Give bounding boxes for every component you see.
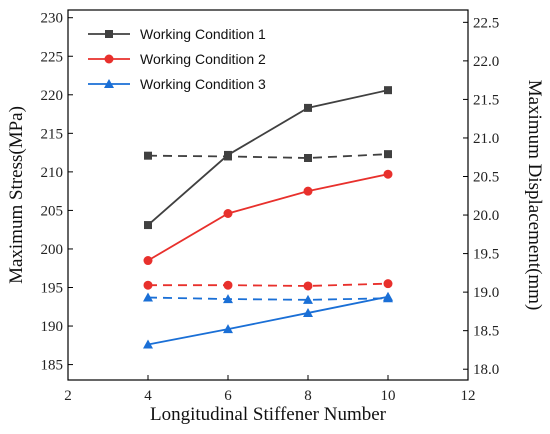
- left-y-tick-label: 200: [41, 242, 64, 258]
- left-y-tick-label: 220: [41, 88, 64, 104]
- left-y-tick-label: 230: [41, 11, 64, 27]
- legend-item-1-marker: [105, 30, 113, 38]
- working-condition-2-stress-point: [223, 209, 233, 218]
- left-y-tick-label: 225: [41, 49, 64, 65]
- working-condition-2-displacement-point: [383, 279, 393, 289]
- legend-item-2-label: Working Condition 2: [140, 51, 266, 67]
- left-y-tick-label: 210: [41, 165, 64, 181]
- right-y-tick-label: 21.5: [473, 92, 499, 108]
- legend-item-2-marker: [104, 54, 114, 64]
- working-condition-3-stress-point: [303, 307, 313, 317]
- x-tick-label: 12: [461, 388, 476, 404]
- working-condition-2-stress-point: [383, 169, 393, 179]
- working-condition-2-displacement-line: [148, 282, 389, 287]
- working-condition-1-stress-point: [224, 150, 232, 159]
- working-condition-3-stress-line: [147, 295, 389, 346]
- right-y-tick-label: 22.0: [473, 54, 499, 70]
- left-y-tick-label: 185: [41, 358, 64, 374]
- right-y-tick-label: 19.5: [473, 247, 499, 263]
- legend-item-3-marker: [104, 79, 114, 88]
- working-condition-1-displacement-point: [384, 150, 392, 159]
- x-tick-label: 8: [304, 388, 312, 404]
- working-condition-2-displacement-point: [143, 280, 153, 290]
- right-y-tick-label: 18.0: [473, 362, 499, 378]
- legend-item-3-label: Working Condition 3: [140, 76, 266, 92]
- working-condition-2-stress-point: [303, 186, 313, 196]
- working-condition-3-displacement-point: [303, 294, 313, 304]
- working-condition-2-displacement-point: [223, 280, 233, 290]
- working-condition-1-displacement-line: [147, 153, 389, 159]
- right-y-tick-label: 19.0: [473, 285, 499, 301]
- legend-item-1-label: Working Condition 1: [140, 26, 266, 42]
- x-axis-title: Longitudinal Stiffener Number: [150, 404, 387, 425]
- working-condition-3-stress-point: [223, 324, 233, 334]
- x-tick-label: 6: [224, 388, 232, 404]
- working-condition-1-stress-point: [304, 103, 312, 112]
- legend: Working Condition 1 Working Condition 2 Wo…: [88, 26, 266, 92]
- x-tick-label: 2: [64, 388, 72, 404]
- working-condition-1-stress-line: [147, 89, 389, 226]
- left-y-tick-label: 215: [41, 126, 64, 142]
- left-y-axis-title: Maximum Stress(MPa): [6, 106, 27, 284]
- right-y-axis-title: Maximum Displacement(mm): [524, 80, 545, 311]
- working-condition-2-stress-point: [143, 256, 153, 266]
- right-y-tick-label: 18.5: [473, 324, 499, 340]
- working-condition-2-stress-line: [147, 173, 389, 262]
- x-tick-label: 4: [144, 388, 152, 404]
- working-condition-3-displacement-point: [143, 292, 153, 302]
- working-condition-3-displacement-line: [147, 296, 389, 301]
- working-condition-3-stress-point: [383, 291, 393, 301]
- right-y-tick-label: 20.0: [473, 208, 499, 224]
- working-condition-1-displacement-point: [304, 154, 312, 162]
- left-y-tick-label: 205: [41, 203, 64, 219]
- left-y-tick-label: 195: [41, 281, 64, 297]
- left-y-tick-label: 190: [41, 319, 64, 335]
- right-y-tick-label: 20.5: [473, 170, 499, 186]
- working-condition-2-displacement-point: [303, 281, 313, 291]
- working-condition-3-stress-point: [143, 339, 153, 349]
- series-layer: [143, 86, 393, 349]
- right-y-tick-label: 22.5: [473, 15, 499, 31]
- plot-frame: [67, 9, 469, 381]
- working-condition-1-stress-point: [384, 86, 392, 95]
- working-condition-3-displacement-point: [223, 294, 233, 304]
- working-condition-1-displacement-point: [144, 151, 152, 160]
- x-tick-label: 10: [381, 388, 396, 404]
- right-y-tick-label: 21.0: [473, 131, 499, 147]
- working-condition-1-stress-point: [144, 221, 152, 230]
- axes-layer: 2 4 6 8 10 12 185 190 195 200 205 210 215 220 225 230 18…: [41, 11, 500, 404]
